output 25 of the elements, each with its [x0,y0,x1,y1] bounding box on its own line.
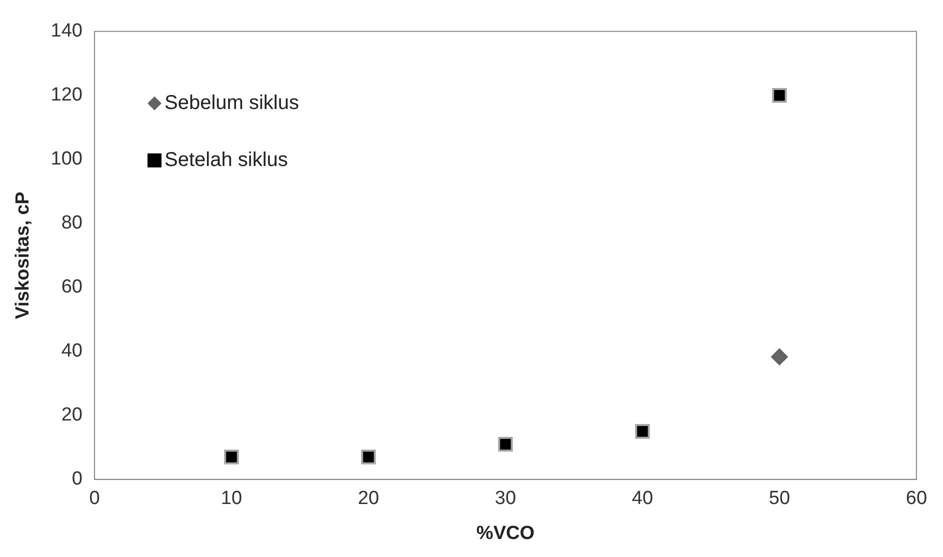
point [361,450,376,464]
x-tick-label: 30 [494,488,516,510]
y-tick-label: 140 [50,20,82,42]
y-tick-label: 40 [61,340,82,362]
y-tick-label: 100 [50,148,82,170]
point [635,424,650,439]
legend-label: Setelah siklus [164,148,288,171]
y-tick-label: 60 [61,276,82,298]
y-axis-title: Viskositas, cP [12,191,34,320]
point [770,348,788,366]
x-tick-label: 50 [768,488,790,510]
y-tick-label: 0 [72,468,82,490]
y-tick-label: 20 [61,404,82,426]
point [224,450,239,464]
legend-label: Sebelum siklus [164,92,300,114]
x-axis-title: %VCO [476,522,535,544]
point [498,436,513,452]
point [772,88,787,103]
y-tick-label: 80 [61,212,82,234]
y-tick-label: 120 [50,84,82,106]
x-tick-label: 0 [89,488,100,510]
x-tick-label: 60 [906,488,928,510]
x-tick-label: 40 [632,488,654,510]
x-tick-label: 20 [358,488,380,510]
x-tick-label: 10 [220,488,242,510]
